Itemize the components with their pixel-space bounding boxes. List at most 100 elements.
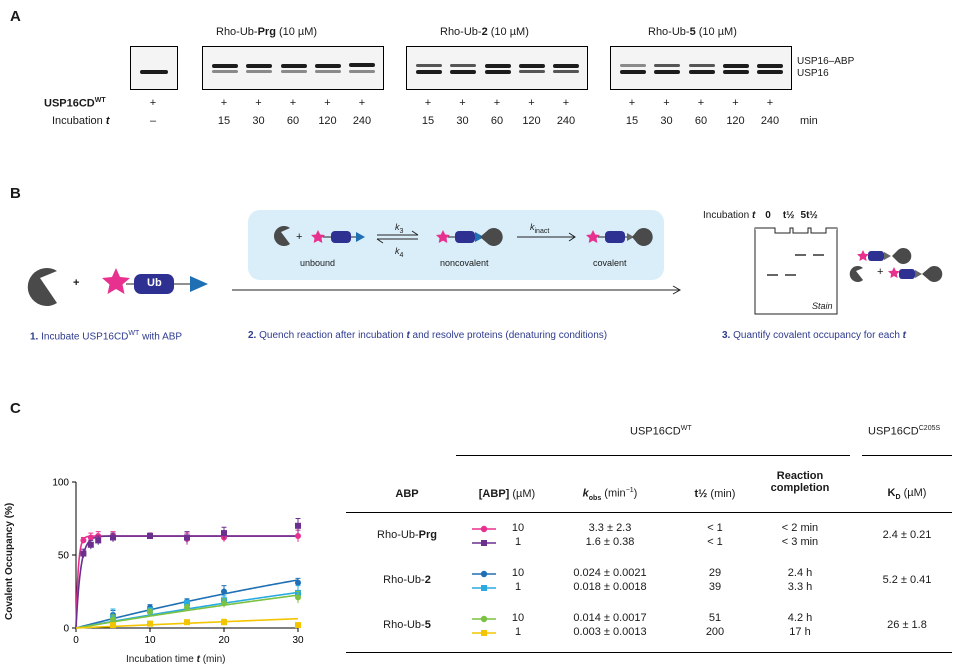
lane-plus: + [697, 97, 705, 109]
table-abp-name: Rho-Ub-Prg [377, 529, 437, 541]
data-point [87, 541, 94, 548]
lane-plus: + [289, 97, 297, 109]
lane-time: 240 [760, 115, 780, 127]
panel-letter-b: B [10, 185, 21, 202]
group-header-wt: USP16CDWT [630, 425, 692, 438]
data-point [95, 537, 102, 544]
group-header-mut: USP16CDC205S [868, 425, 941, 438]
legend-marker [472, 524, 496, 537]
gel-2 [406, 46, 588, 90]
lane-plus: + [255, 97, 262, 109]
legend-marker [472, 583, 496, 596]
table-completion-value: 17 h [789, 626, 811, 638]
lane-plus: + [220, 97, 228, 109]
lane-time: 30 [660, 115, 673, 127]
lane-time: 240 [352, 115, 372, 127]
x-tick-label: 10 [144, 635, 156, 646]
table-conc-value: 1 [514, 581, 522, 593]
x-axis-label: Incubation time t (min) [126, 654, 226, 665]
table-kobs-value: 0.018 ± 0.0018 [573, 581, 647, 593]
k3-label: k3 [395, 222, 404, 235]
lane-plus: + [459, 97, 466, 109]
group-line-mut [862, 455, 952, 456]
lane-plus: + [732, 97, 739, 109]
table-kobs-value: 0.024 ± 0.0021 [573, 567, 647, 579]
data-point [295, 533, 301, 540]
gel-title-2: Rho-Ub-2 (10 µM) [440, 26, 529, 38]
table-kobs-value: 0.014 ± 0.0017 [573, 612, 647, 624]
legend-marker [472, 538, 496, 551]
gel-title-5: Rho-Ub-5 (10 µM) [648, 26, 737, 38]
col-header-kobs: kobs (min−1) [582, 487, 638, 502]
lane-plus-control: + [149, 97, 157, 109]
table-completion-value: < 3 min [781, 536, 819, 548]
gel-prg [202, 46, 384, 90]
y-tick-label: 0 [63, 624, 69, 635]
stain-label: Stain [812, 301, 833, 311]
table-thalf-value: < 1 [707, 522, 723, 534]
table-completion-value: 4.2 h [787, 612, 813, 624]
gel-control [130, 46, 178, 90]
band-label-usp16: USP16 [797, 68, 829, 79]
lane-plus: + [628, 97, 636, 109]
plus-large: + [73, 277, 80, 289]
table-kd-value: 5.2 ± 0.41 [882, 574, 932, 586]
data-point [184, 619, 190, 626]
table-conc-value: 10 [511, 612, 525, 624]
panel-letter-a: A [10, 8, 21, 25]
occupancy-chart: 0 10 20 30 0 50 100 [52, 478, 304, 647]
lane-time: 60 [286, 115, 300, 127]
lane-plus: + [663, 97, 670, 109]
lane-time: 15 [421, 115, 435, 127]
table-conc-value: 10 [511, 522, 525, 534]
fit-curve-1 [75, 535, 298, 629]
plus-legend: + [877, 266, 884, 278]
table-thalf-value: 29 [708, 567, 722, 579]
legend-marker [472, 628, 496, 641]
data-point [147, 533, 153, 540]
data-point [80, 537, 87, 544]
lane-plus: + [528, 97, 535, 109]
data-point [184, 534, 190, 541]
ub-noncovalent [455, 231, 475, 243]
table-kobs-value: 1.6 ± 0.38 [585, 536, 635, 548]
y-axis-label: Covalent Occupancy (%) [4, 502, 15, 620]
step-3: 3. Quantify covalent occupancy for each … [722, 330, 907, 341]
scheme-box [248, 210, 664, 280]
col-header-kd: KD (µM) [887, 487, 927, 502]
data-point [295, 579, 301, 586]
table-thalf-value: 39 [708, 581, 722, 593]
data-point [110, 622, 116, 629]
lane-plus: + [358, 97, 366, 109]
table-kobs-value: 0.003 ± 0.0013 [573, 626, 647, 638]
data-point [221, 588, 227, 595]
table-conc-value: 10 [511, 567, 525, 579]
lane-plus: + [324, 97, 331, 109]
lane-plus: + [493, 97, 501, 109]
k4-label: k4 [395, 246, 404, 259]
table-thalf-value: 51 [708, 612, 722, 624]
lane-time: 120 [318, 115, 337, 127]
x-tick-label: 20 [218, 635, 230, 646]
lane-time: 30 [456, 115, 469, 127]
pacman-unbound [274, 226, 290, 246]
legend-marker [472, 569, 496, 582]
table-kd-value: 26 ± 1.8 [887, 619, 927, 631]
lane-time: 60 [490, 115, 504, 127]
lane-plus: + [424, 97, 432, 109]
lane-plus: + [562, 97, 570, 109]
plus-scheme: + [296, 231, 303, 243]
star-large [102, 268, 130, 294]
band-label-usp16-abp: USP16–ABP [797, 56, 855, 67]
table-abp-name: Rho-Ub-5 [383, 619, 431, 631]
step-1: 1. Incubate USP16CDWT with ABP [30, 330, 183, 343]
col-header-thalf: t½ (min) [694, 488, 736, 500]
gel-header: Incubation t 0 t½ 5t½ [703, 210, 818, 221]
step-2: 2. Quench reaction after incubation t an… [248, 330, 608, 341]
header-rule [346, 512, 952, 513]
lane-time: 240 [556, 115, 576, 127]
legend-marker [472, 614, 496, 627]
fit-curve-0 [75, 535, 298, 629]
y-tick-label: 50 [58, 551, 70, 562]
data-point [295, 522, 301, 529]
